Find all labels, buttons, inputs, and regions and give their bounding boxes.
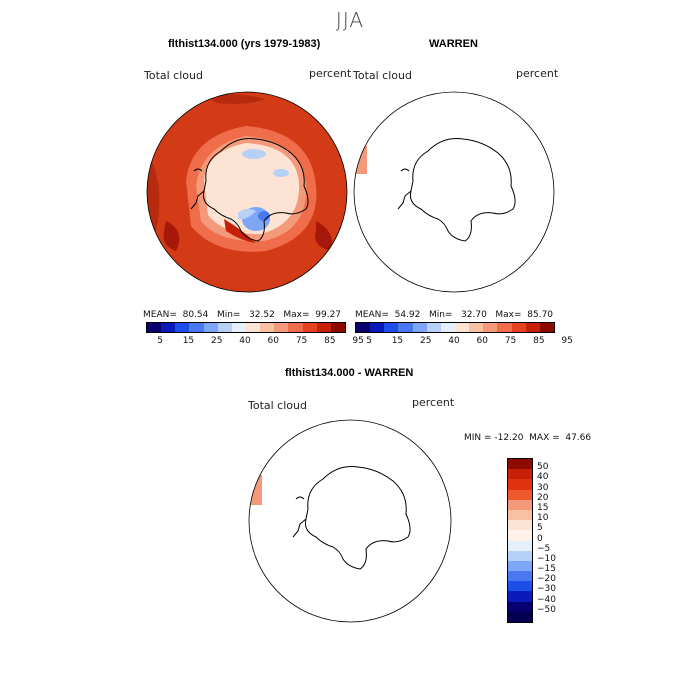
colorbar-swatch <box>203 323 218 332</box>
colorbar-swatch <box>508 601 532 612</box>
colorbar-swatch <box>497 323 512 332</box>
left-colorbar-ticks: 5 15 25 40 60 75 85 95 <box>146 336 364 348</box>
colorbar-swatch <box>508 520 532 531</box>
right-colorbar <box>355 322 555 333</box>
colorbar-tick-label: 50 <box>537 462 549 473</box>
colorbar-swatch <box>288 323 303 332</box>
colorbar-swatch <box>525 323 540 332</box>
colorbar-swatch <box>412 323 427 332</box>
colorbar-swatch <box>508 611 532 622</box>
right-colorbar-ticks: 5 15 25 40 60 75 85 95 <box>355 336 573 348</box>
colorbar-tick-label: −40 <box>537 594 556 605</box>
colorbar-swatch <box>469 323 484 332</box>
right-panel-title: WARREN <box>429 38 478 50</box>
right-panel-units-label: percent <box>516 67 559 80</box>
colorbar-swatch <box>147 323 162 332</box>
colorbar-tick-label: 15 <box>391 336 404 346</box>
colorbar-swatch <box>508 530 532 541</box>
colorbar-swatch <box>508 581 532 592</box>
right-polar-map <box>353 91 555 293</box>
diff-panel-stats: MIN = -12.20 MAX = 47.66 <box>464 433 592 443</box>
colorbar-tick-label: 95 <box>561 336 573 346</box>
colorbar-tick-label: 25 <box>419 336 432 346</box>
diff-colorbar <box>507 458 533 623</box>
colorbar-swatch <box>384 323 399 332</box>
colorbar-swatch <box>217 323 232 332</box>
colorbar-swatch <box>483 323 498 332</box>
colorbar-swatch <box>175 323 190 332</box>
colorbar-tick-label: 95 <box>352 336 364 346</box>
colorbar-tick-label: 85 <box>533 336 545 346</box>
colorbar-tick-label: −30 <box>537 584 556 595</box>
colorbar-swatch <box>508 479 532 490</box>
left-panel-units-label: percent <box>309 67 352 80</box>
colorbar-tick-label: 40 <box>448 336 460 346</box>
colorbar-tick-label: 20 <box>537 492 549 503</box>
colorbar-swatch <box>426 323 441 332</box>
colorbar-swatch <box>508 560 532 572</box>
colorbar-swatch <box>508 499 532 510</box>
colorbar-tick-label: 5 <box>157 336 164 346</box>
colorbar-swatch <box>356 323 371 332</box>
colorbar-tick-label: −15 <box>537 564 556 575</box>
right-panel-variable-label: Total cloud <box>353 69 412 82</box>
colorbar-tick-label: 75 <box>504 336 517 346</box>
colorbar-tick-label: −10 <box>537 553 556 564</box>
colorbar-tick-label: 15 <box>537 502 549 513</box>
colorbar-tick-label: 40 <box>537 472 549 483</box>
colorbar-swatch <box>508 509 532 521</box>
colorbar-tick-label: 25 <box>210 336 223 346</box>
colorbar-swatch <box>330 323 345 332</box>
colorbar-swatch <box>302 323 317 332</box>
colorbar-swatch <box>508 540 532 551</box>
left-panel-stats: MEAN= 80.54 Min= 32.52 Max= 99.27 <box>143 310 342 320</box>
colorbar-tick-label: 60 <box>476 336 489 346</box>
diff-panel-units-label: percent <box>412 396 455 409</box>
left-panel-variable-label: Total cloud <box>144 69 203 82</box>
colorbar-swatch <box>508 469 532 480</box>
colorbar-tick-label: 30 <box>537 482 549 493</box>
diff-panel-variable-label: Total cloud <box>248 399 307 412</box>
diff-colorbar-ticks: 50 40 30 20 15 10 5 0 −5 −10 −15 −20 −30 −40 −50 <box>537 458 577 621</box>
colorbar-tick-label: 60 <box>267 336 280 346</box>
colorbar-swatch <box>508 571 532 582</box>
colorbar-tick-label: 10 <box>537 513 549 524</box>
diff-panel-title: flthist134.000 - WARREN <box>285 367 414 379</box>
colorbar-swatch <box>454 323 470 332</box>
colorbar-tick-label: −50 <box>537 604 556 615</box>
left-colorbar <box>146 322 346 333</box>
colorbar-swatch <box>508 459 532 470</box>
colorbar-tick-label: 40 <box>239 336 251 346</box>
diff-polar-map <box>248 419 452 623</box>
colorbar-swatch <box>245 323 261 332</box>
colorbar-tick-label: −5 <box>537 543 551 554</box>
colorbar-tick-label: 0 <box>537 533 543 544</box>
colorbar-tick-label: 5 <box>537 523 543 534</box>
colorbar-swatch <box>189 323 204 332</box>
left-polar-map <box>146 91 348 293</box>
figure-title: JJA <box>335 8 365 32</box>
right-panel-stats: MEAN= 54.92 Min= 32.70 Max= 85.70 <box>355 310 554 320</box>
colorbar-tick-label: 5 <box>366 336 373 346</box>
colorbar-swatch <box>370 323 385 332</box>
colorbar-tick-label: 15 <box>182 336 195 346</box>
colorbar-swatch <box>508 489 532 500</box>
left-panel-title: flthist134.000 (yrs 1979-1983) <box>168 38 321 50</box>
colorbar-swatch <box>508 550 532 561</box>
colorbar-swatch <box>316 323 331 332</box>
colorbar-tick-label: −20 <box>537 574 556 585</box>
colorbar-tick-label: 85 <box>324 336 336 346</box>
colorbar-swatch <box>161 323 176 332</box>
colorbar-tick-label: 75 <box>295 336 308 346</box>
colorbar-swatch <box>231 323 246 332</box>
colorbar-swatch <box>440 323 455 332</box>
colorbar-swatch <box>508 591 532 602</box>
colorbar-swatch <box>274 323 289 332</box>
colorbar-swatch <box>539 323 554 332</box>
colorbar-swatch <box>511 323 526 332</box>
colorbar-swatch <box>260 323 275 332</box>
colorbar-swatch <box>398 323 413 332</box>
